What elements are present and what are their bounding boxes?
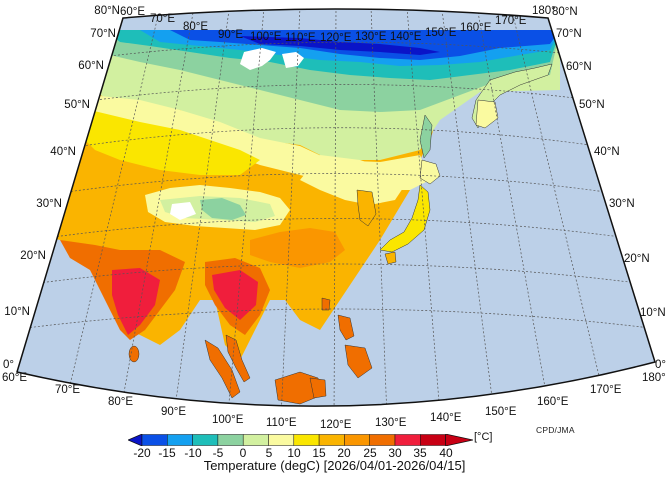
colorbar-min-arrow <box>128 434 143 446</box>
svg-text:70°N: 70°N <box>90 28 116 40</box>
colorbar-tick: 20 <box>337 446 351 460</box>
svg-text:120°E: 120°E <box>320 32 352 44</box>
svg-text:40°N: 40°N <box>594 146 620 158</box>
svg-text:140°E: 140°E <box>430 412 462 424</box>
colorbar-tick: -15 <box>158 446 176 460</box>
graticule <box>25 9 651 407</box>
svg-text:170°E: 170°E <box>590 384 622 396</box>
colorbar-tick: 30 <box>388 446 402 460</box>
map-title: Temperature (degC) [2026/04/01-2026/04/1… <box>203 458 466 473</box>
colorbar-tick: 35 <box>413 446 427 460</box>
svg-text:60°E: 60°E <box>2 372 27 384</box>
top-lon-labels: 60°E 70°E 80°E 90°E 100°E 110°E 120°E 13… <box>120 5 556 44</box>
map-frame <box>16 8 656 407</box>
left-lat-labels: 80°N 70°N 60°N 50°N 40°N 30°N 20°N 10°N … <box>3 5 120 371</box>
colorbar-tick: -10 <box>184 446 202 460</box>
svg-text:160°E: 160°E <box>537 396 569 408</box>
svg-text:160°E: 160°E <box>460 22 492 34</box>
colorbar <box>128 434 473 446</box>
svg-text:150°E: 150°E <box>485 406 517 418</box>
svg-text:150°E: 150°E <box>425 27 457 39</box>
svg-text:100°E: 100°E <box>212 414 244 426</box>
svg-text:0°: 0° <box>3 359 14 371</box>
svg-text:70°E: 70°E <box>150 13 175 25</box>
svg-text:10°N: 10°N <box>640 307 666 319</box>
svg-text:130°E: 130°E <box>355 31 387 43</box>
svg-text:130°E: 130°E <box>375 417 407 429</box>
colorbar-tick: 15 <box>312 446 326 460</box>
svg-text:120°E: 120°E <box>320 419 352 430</box>
svg-text:90°E: 90°E <box>161 406 186 418</box>
temperature-map: 60°E 70°E 80°E 90°E 100°E 110°E 120°E 13… <box>2 5 666 430</box>
svg-text:80°E: 80°E <box>108 396 133 408</box>
svg-text:0°: 0° <box>655 359 666 371</box>
bottom-lon-labels: 60°E 70°E 80°E 90°E 100°E 110°E 120°E 13… <box>2 372 666 430</box>
svg-text:80°E: 80°E <box>183 21 208 33</box>
colorbar-unit: [°C] <box>474 431 493 443</box>
colorbar-tick: 40 <box>439 446 453 460</box>
svg-text:10°N: 10°N <box>4 306 30 318</box>
svg-text:30°N: 30°N <box>36 198 62 210</box>
svg-text:140°E: 140°E <box>390 31 422 43</box>
svg-text:180°: 180° <box>642 372 666 384</box>
svg-text:60°N: 60°N <box>78 60 104 72</box>
japan-korea <box>356 114 441 265</box>
svg-text:90°E: 90°E <box>218 29 243 41</box>
kamchatka <box>471 63 553 129</box>
svg-text:40°N: 40°N <box>50 146 76 158</box>
credit-label: CPD/JMA <box>536 425 575 435</box>
islands <box>204 297 373 405</box>
svg-text:170°E: 170°E <box>495 15 527 27</box>
svg-text:20°N: 20°N <box>20 250 46 262</box>
colorbar-tick: -5 <box>212 446 224 460</box>
colorbar-tick: 10 <box>287 446 301 460</box>
svg-text:50°N: 50°N <box>579 99 605 111</box>
colorbar-tick: 5 <box>265 446 273 460</box>
svg-text:80°N: 80°N <box>94 5 120 17</box>
svg-text:100°E: 100°E <box>250 31 282 43</box>
svg-text:180°: 180° <box>532 5 556 17</box>
svg-text:60°E: 60°E <box>120 6 145 18</box>
svg-text:70°E: 70°E <box>55 384 80 396</box>
colorbar-tick: 25 <box>363 446 377 460</box>
colorbar-max-arrow <box>445 434 473 446</box>
right-lat-labels: 80°N 70°N 60°N 50°N 40°N 30°N 20°N 10°N … <box>552 6 666 371</box>
svg-text:60°N: 60°N <box>566 61 592 73</box>
svg-text:80°N: 80°N <box>552 6 578 18</box>
svg-text:30°N: 30°N <box>609 198 635 210</box>
colorbar-tick: -20 <box>133 446 151 460</box>
svg-text:20°N: 20°N <box>624 253 650 265</box>
svg-text:110°E: 110°E <box>285 32 316 44</box>
svg-text:50°N: 50°N <box>64 99 90 111</box>
svg-text:70°N: 70°N <box>556 28 582 40</box>
svg-text:110°E: 110°E <box>266 417 297 429</box>
colorbar-tick: 0 <box>239 446 247 460</box>
